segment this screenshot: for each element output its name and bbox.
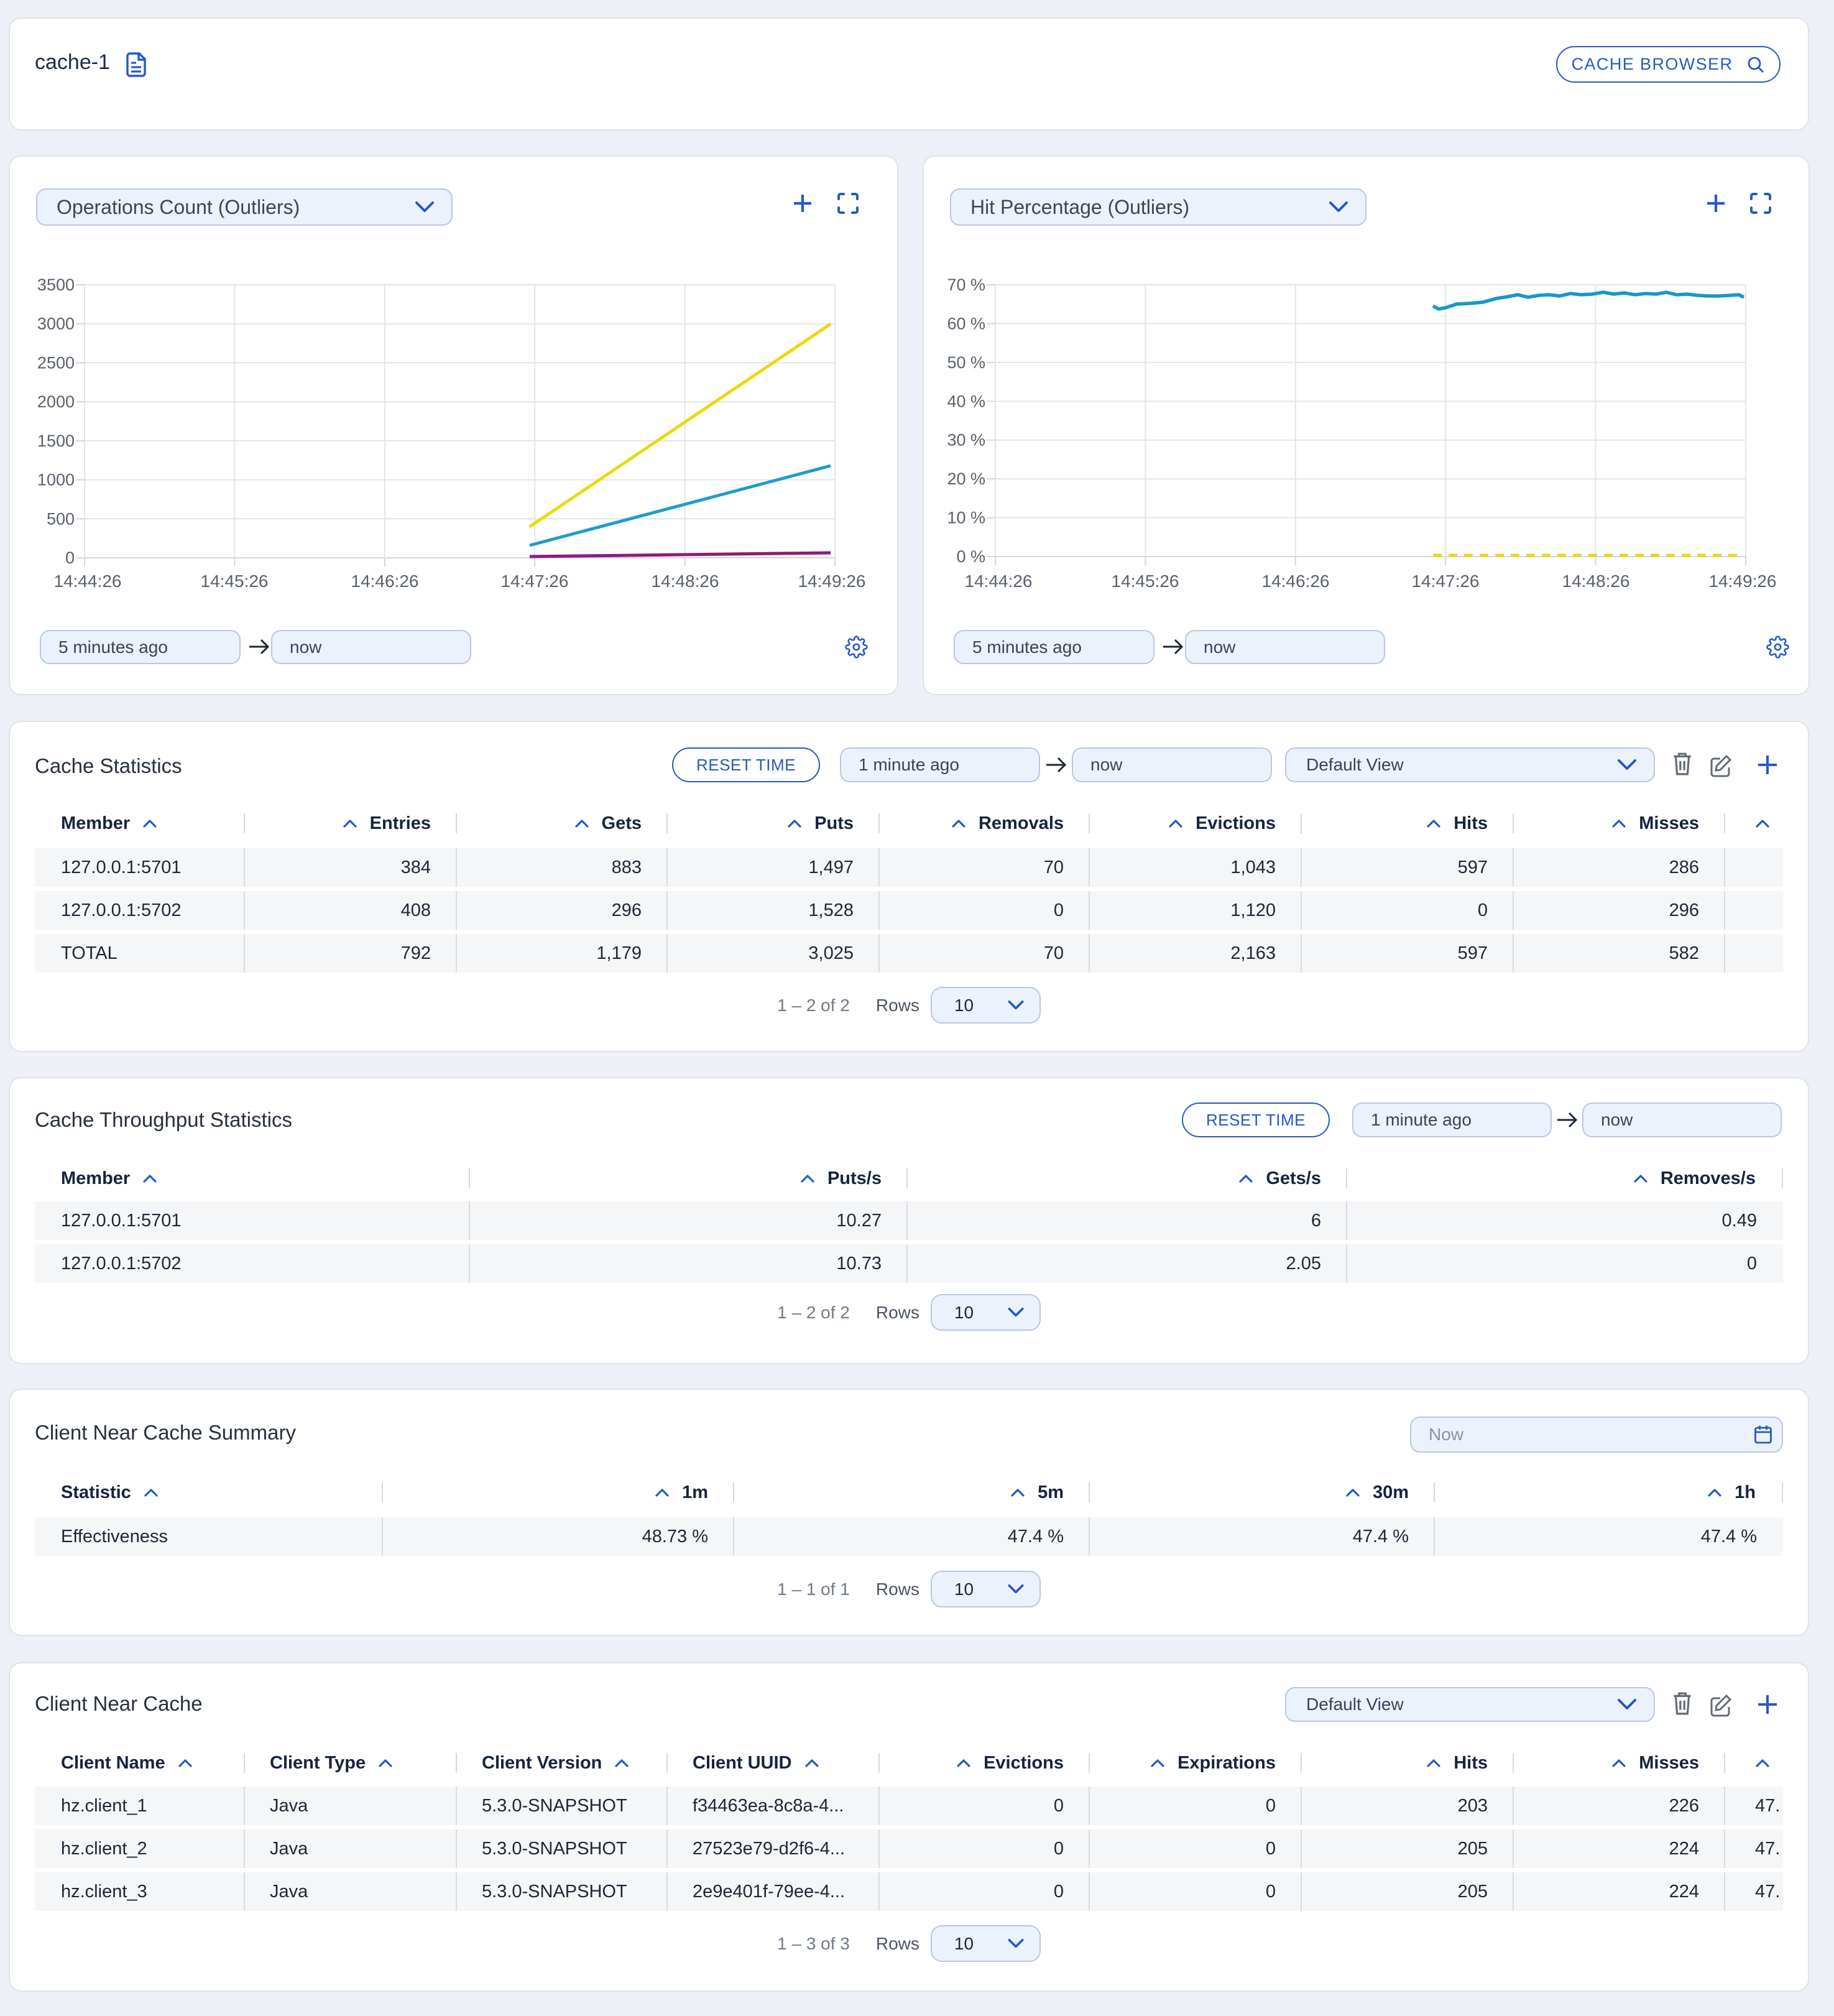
svg-text:14:48:26: 14:48:26 [652,571,719,591]
svg-text:0 %: 0 % [956,547,985,566]
svg-text:14:44:26: 14:44:26 [965,571,1033,591]
svg-text:10 %: 10 % [947,509,985,527]
svg-text:14:46:26: 14:46:26 [1262,571,1330,591]
svg-text:30 %: 30 % [947,431,985,450]
svg-text:60 %: 60 % [947,314,985,333]
svg-text:1500: 1500 [37,432,75,450]
svg-text:2500: 2500 [37,353,75,372]
svg-text:0: 0 [65,548,75,567]
svg-text:1000: 1000 [37,471,75,489]
svg-text:2000: 2000 [37,392,75,411]
svg-text:3500: 3500 [37,275,75,294]
svg-text:70 %: 70 % [947,275,985,294]
svg-text:14:45:26: 14:45:26 [1112,571,1179,591]
svg-text:20 %: 20 % [947,469,985,488]
svg-text:3000: 3000 [37,315,75,333]
svg-text:14:49:26: 14:49:26 [1709,571,1777,591]
svg-text:14:48:26: 14:48:26 [1562,571,1630,591]
svg-text:14:49:26: 14:49:26 [798,571,866,591]
svg-text:14:47:26: 14:47:26 [501,571,569,591]
svg-text:500: 500 [47,509,75,528]
svg-text:14:47:26: 14:47:26 [1412,571,1480,591]
svg-text:14:44:26: 14:44:26 [54,571,122,591]
svg-text:14:46:26: 14:46:26 [351,571,419,591]
svg-text:40 %: 40 % [947,392,985,410]
svg-text:50 %: 50 % [947,353,985,372]
svg-text:14:45:26: 14:45:26 [201,571,269,591]
